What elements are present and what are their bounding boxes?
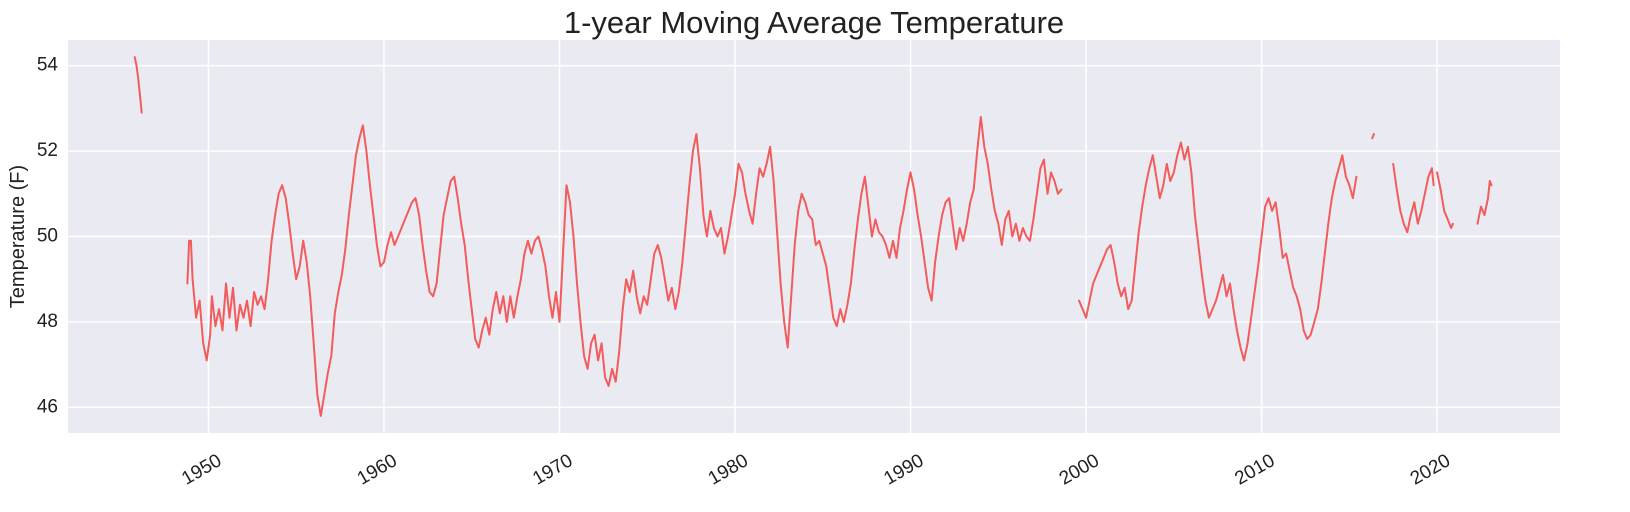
y-tick-label: 52 bbox=[37, 140, 58, 161]
x-tick-label: 1970 bbox=[529, 450, 576, 489]
x-tick-label: 1960 bbox=[354, 450, 401, 489]
series-line-segment bbox=[186, 115, 1063, 417]
series-line-segment bbox=[1078, 141, 1358, 362]
y-axis-label: Temperature (F) bbox=[7, 165, 29, 308]
y-axis: 46 48 50 52 54 bbox=[37, 55, 59, 418]
x-tick-label: 2010 bbox=[1231, 450, 1278, 489]
series-layer bbox=[133, 56, 1493, 417]
chart-title: 1-year Moving Average Temperature bbox=[564, 5, 1064, 40]
x-tick-label: 2000 bbox=[1056, 450, 1103, 489]
series-line-segment bbox=[1371, 133, 1375, 140]
series-line-segment bbox=[1436, 171, 1454, 229]
x-tick-label: 2020 bbox=[1407, 450, 1454, 489]
y-tick-label: 48 bbox=[37, 311, 58, 332]
x-tick-label: 1990 bbox=[880, 450, 927, 489]
x-tick-label: 1980 bbox=[705, 450, 752, 489]
x-axis: 1950 1960 1970 1980 1990 2000 2010 2020 bbox=[178, 450, 1454, 489]
series-line-segment bbox=[1392, 162, 1435, 234]
y-tick-label: 50 bbox=[37, 226, 58, 247]
y-tick-label: 54 bbox=[37, 55, 59, 76]
series-line-segment bbox=[1476, 180, 1493, 225]
y-tick-label: 46 bbox=[37, 396, 58, 417]
x-tick-label: 1950 bbox=[178, 450, 225, 489]
series-line-segment bbox=[133, 56, 143, 114]
